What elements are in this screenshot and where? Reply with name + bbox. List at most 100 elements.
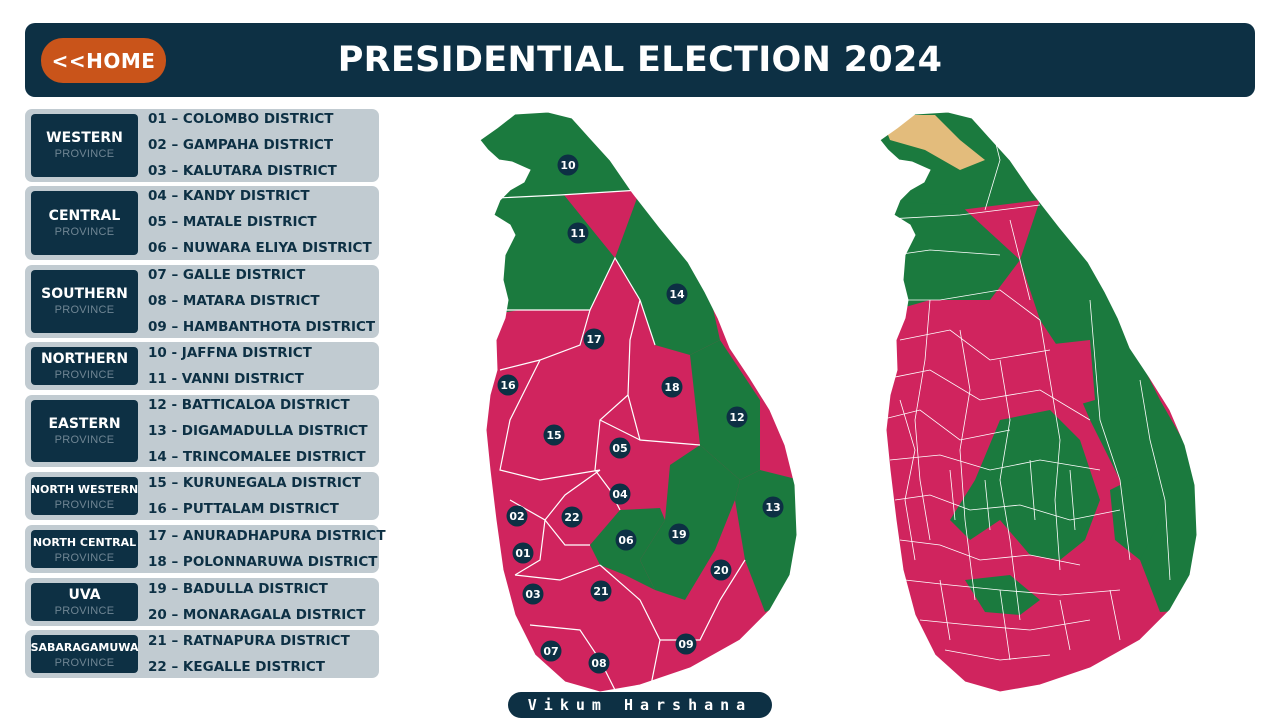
district-label[interactable]: 20 – MONARAGALA DISTRICT [148,607,366,623]
province-block: NORTH CENTRAL PROVINCE 17 – ANURADHAPURA D… [25,525,386,573]
district-region-badulla [640,445,740,600]
district-region-trincomalee [615,190,720,355]
district-label[interactable]: 01 – COLOMBO DISTRICT [148,111,334,127]
district-marker[interactable]: 22 [561,506,583,528]
district-marker[interactable]: 16 [497,374,519,396]
district-marker-circle [543,424,565,446]
division-boundary [1139,379,1171,581]
district-label[interactable]: 04 – KANDY DISTRICT [148,188,310,204]
district-marker-circle [561,506,583,528]
district-marker[interactable]: 20 [710,559,732,581]
province-label: SOUTHERN PROVINCE [31,270,138,333]
district-marker[interactable]: 03 [522,583,544,605]
district-label[interactable]: 15 – KURUNEGALA DISTRICT [148,475,361,491]
district-marker[interactable]: 17 [583,328,605,350]
island-outline [479,111,798,693]
district-label[interactable]: 13 - DIGAMADULLA DISTRICT [148,423,368,439]
district-marker-number: 12 [729,411,744,424]
district-region-digamadulla [735,470,797,612]
province-subtitle: PROVINCE [54,656,115,669]
district-label[interactable]: 07 – GALLE DISTRICT [148,267,306,283]
district-marker-number: 10 [560,159,576,172]
division-boundary [1109,589,1121,641]
district-label[interactable]: 10 - JAFFNA DISTRICT [148,345,312,361]
division-boundary [914,299,931,541]
district-marker-circle [609,437,631,459]
province-block: SABARAGAMUWA PROVINCE 21 – RATNAPURA DISTR… [25,630,379,678]
division-boundary [894,494,1121,521]
province-subtitle: PROVINCE [54,368,115,381]
district-marker-number: 22 [564,511,579,524]
district-marker-number: 13 [765,501,780,514]
district-marker-circle [609,483,631,505]
district-marker[interactable]: 05 [609,437,631,459]
district-marker[interactable]: 11 [567,222,589,244]
province-name: NORTH WESTERN [30,482,139,496]
home-button[interactable]: <<HOME [41,38,166,83]
district-label[interactable]: 11 - VANNI DISTRICT [148,371,304,387]
district-marker-number: 05 [612,442,627,455]
district-label[interactable]: 18 – POLONNARUWA DISTRICT [148,554,378,570]
division-region-tan [880,115,985,170]
district-marker-circle [666,283,688,305]
district-marker-circle [540,640,562,662]
district-label[interactable]: 17 – ANURADHAPURA DISTRICT [148,528,386,544]
district-marker-circle [590,580,612,602]
island-outline [879,111,1198,693]
district-marker-number: 18 [664,381,679,394]
province-name: CENTRAL [48,207,121,224]
district-region-jaffna [480,112,640,200]
division-boundary [880,409,1011,441]
district-label[interactable]: 22 – KEGALLE DISTRICT [148,659,325,675]
district-label[interactable]: 02 – GAMPAHA DISTRICT [148,137,334,153]
district-marker[interactable]: 06 [615,529,637,551]
district-marker-circle [512,542,534,564]
district-marker[interactable]: 01 [512,542,534,564]
province-subtitle: PROVINCE [54,148,115,160]
district-label[interactable]: 09 – HAMBANTHOTA DISTRICT [148,319,376,335]
district-label[interactable]: 05 – MATALE DISTRICT [148,214,317,230]
district-marker-number: 07 [543,645,558,658]
district-marker-circle [522,583,544,605]
district-marker[interactable]: 07 [540,640,562,662]
province-subtitle: PROVINCE [54,604,115,617]
district-marker-number: 09 [678,638,693,651]
district-label[interactable]: 19 – BADULLA DISTRICT [148,581,328,597]
division-boundary [1059,599,1071,651]
district-marker[interactable]: 10 [557,154,579,176]
district-marker[interactable]: 08 [588,652,610,674]
division-boundary [999,359,1021,621]
district-marker[interactable]: 19 [668,523,690,545]
division-boundary [919,619,1091,631]
district-marker[interactable]: 09 [675,633,697,655]
district-label[interactable]: 03 – KALUTARA DISTRICT [148,163,337,179]
division-boundary [959,329,976,601]
district-marker-circle [710,559,732,581]
district-marker[interactable]: 13 [762,496,784,518]
district-label[interactable]: 12 - BATTICALOA DISTRICT [148,397,350,413]
province-subtitle: PROVINCE [54,498,115,511]
district-label[interactable]: 21 – RATNAPURA DISTRICT [148,633,350,649]
division-region-monaragala [1110,470,1165,560]
district-marker[interactable]: 18 [661,376,683,398]
district-marker-number: 11 [570,227,585,240]
district-marker-number: 17 [586,333,601,346]
district-marker[interactable]: 21 [590,580,612,602]
district-marker-circle [567,222,589,244]
district-marker-number: 15 [546,429,561,442]
district-marker[interactable]: 04 [609,483,631,505]
province-block: UVA PROVINCE 19 – BADULLA DISTRICT 20 – MON… [25,578,379,626]
district-marker[interactable]: 14 [666,283,688,305]
division-region-pink-east [1045,340,1095,410]
district-label[interactable]: 16 – PUTTALAM DISTRICT [148,501,339,517]
province-block: NORTHERN PROVINCE 10 - JAFFNA DISTRICT 11 -… [25,342,379,390]
district-label[interactable]: 06 – NUWARA ELIYA DISTRICT [148,240,372,256]
district-marker[interactable]: 15 [543,424,565,446]
district-marker[interactable]: 02 [506,505,528,527]
division-region-central [950,410,1100,560]
district-label[interactable]: 08 – MATARA DISTRICT [148,293,320,309]
province-block: WESTERN PROVINCE 01 – COLOMBO DISTRICT 02 –… [25,109,379,182]
district-label[interactable]: 14 – TRINCOMALEE DISTRICT [148,449,366,465]
division-boundary [899,329,1051,361]
district-marker[interactable]: 12 [726,406,748,428]
